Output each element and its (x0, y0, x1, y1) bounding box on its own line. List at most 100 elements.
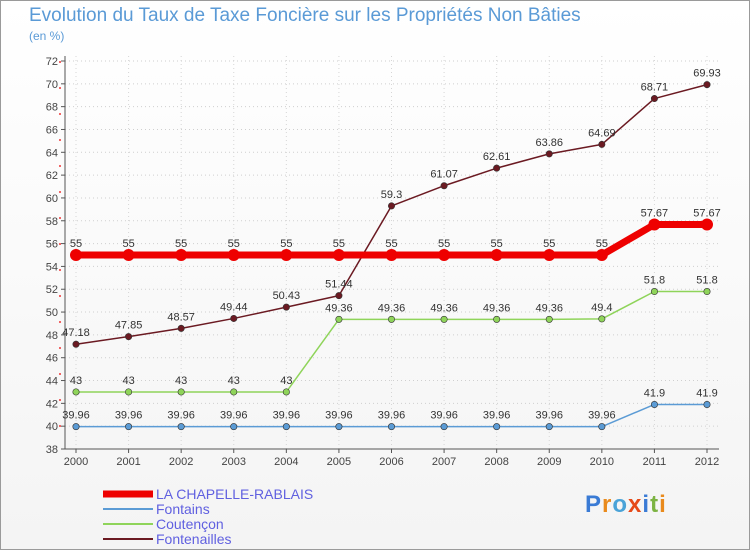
data-label: 55 (228, 238, 240, 250)
x-tick-label: 2000 (64, 456, 88, 468)
logo-letter: r (602, 491, 613, 518)
data-point (72, 388, 80, 396)
data-label: 39.96 (430, 410, 458, 422)
data-label: 39.96 (273, 410, 301, 422)
x-tick-label: 2010 (590, 456, 614, 468)
data-label: 48.57 (167, 311, 195, 323)
data-point (72, 423, 80, 431)
y-tick-label: 72 (46, 56, 58, 68)
data-point (438, 249, 451, 261)
data-point (598, 315, 606, 323)
data-point (598, 140, 606, 148)
data-label: 55 (491, 238, 503, 250)
data-label: 39.96 (325, 410, 353, 422)
legend-label: Fontains (156, 501, 210, 517)
y-tick-label: 46 (46, 353, 58, 365)
data-point (703, 288, 711, 296)
data-label: 69.93 (693, 68, 721, 80)
data-point (230, 314, 238, 322)
data-point (385, 249, 398, 261)
data-point (387, 315, 395, 323)
y-tick-label: 44 (46, 376, 58, 388)
data-label: 47.85 (115, 320, 143, 332)
data-label: 39.96 (483, 410, 511, 422)
data-label: 63.86 (535, 137, 563, 149)
y-tick-label: 52 (46, 284, 58, 296)
data-point (332, 249, 345, 261)
data-point (125, 333, 133, 341)
data-point (122, 249, 135, 261)
data-point (701, 218, 713, 231)
y-tick-label: 58 (46, 216, 58, 228)
data-point (650, 400, 658, 408)
logo-letter: i (659, 491, 667, 518)
y-tick-label: 50 (46, 307, 58, 319)
data-point (280, 249, 293, 261)
logo-letter: o (612, 491, 629, 518)
y-tick-label: 42 (46, 398, 58, 410)
data-point (703, 81, 711, 89)
data-label: 55 (175, 238, 187, 250)
data-point (335, 423, 343, 431)
legend-label: Coutençon (156, 516, 224, 532)
data-point (490, 249, 503, 261)
x-tick-label: 2005 (327, 456, 351, 468)
data-point (335, 315, 343, 323)
data-label: 59.3 (381, 189, 402, 201)
legend-label: LA CHAPELLE-RABLAIS (156, 486, 313, 502)
y-tick-label: 66 (46, 124, 58, 136)
data-point (282, 303, 290, 311)
y-tick-label: 64 (46, 147, 58, 159)
data-label: 41.9 (696, 387, 717, 399)
data-point (282, 388, 290, 396)
data-point (703, 400, 711, 408)
x-tick-label: 2006 (379, 456, 403, 468)
data-point (72, 340, 80, 348)
data-label: 61.07 (430, 169, 458, 181)
x-tick-label: 2009 (537, 456, 561, 468)
data-label: 55 (596, 238, 608, 250)
data-point (335, 292, 343, 300)
y-tick-label: 48 (46, 330, 58, 342)
x-tick-label: 2008 (484, 456, 508, 468)
x-tick-label: 2001 (116, 456, 140, 468)
data-point (125, 388, 133, 396)
data-label: 51.44 (325, 279, 353, 291)
x-tick-label: 2002 (169, 456, 193, 468)
data-point (70, 249, 82, 261)
data-label: 39.96 (378, 410, 406, 422)
data-label: 39.96 (115, 410, 143, 422)
data-point (125, 423, 133, 431)
data-label: 43 (228, 375, 240, 387)
data-point (493, 315, 501, 323)
data-label: 39.96 (167, 410, 195, 422)
data-label: 55 (333, 238, 345, 250)
y-tick-label: 68 (46, 102, 58, 114)
logo-letter: t (650, 491, 660, 518)
y-tick-label: 54 (46, 261, 58, 273)
data-point (545, 150, 553, 158)
data-label: 39.96 (588, 410, 616, 422)
data-point (595, 249, 608, 261)
data-label: 55 (70, 238, 82, 250)
data-label: 49.36 (535, 302, 563, 314)
data-label: 68.71 (641, 82, 669, 94)
data-point (545, 423, 553, 431)
y-tick-label: 40 (46, 421, 58, 433)
x-tick-label: 2011 (643, 456, 667, 468)
data-point (543, 249, 556, 261)
data-label: 41.9 (644, 387, 665, 399)
data-point (177, 423, 185, 431)
proxiti-logo: Proxiti (585, 491, 667, 519)
y-tick-label: 70 (46, 79, 58, 91)
data-point (545, 315, 553, 323)
legend-label: Fontenailles (156, 531, 232, 547)
data-point (598, 423, 606, 431)
logo-letter: P (585, 491, 603, 518)
data-point (440, 182, 448, 190)
data-point (387, 423, 395, 431)
data-label: 49.44 (220, 301, 248, 313)
data-label: 49.36 (430, 302, 458, 314)
